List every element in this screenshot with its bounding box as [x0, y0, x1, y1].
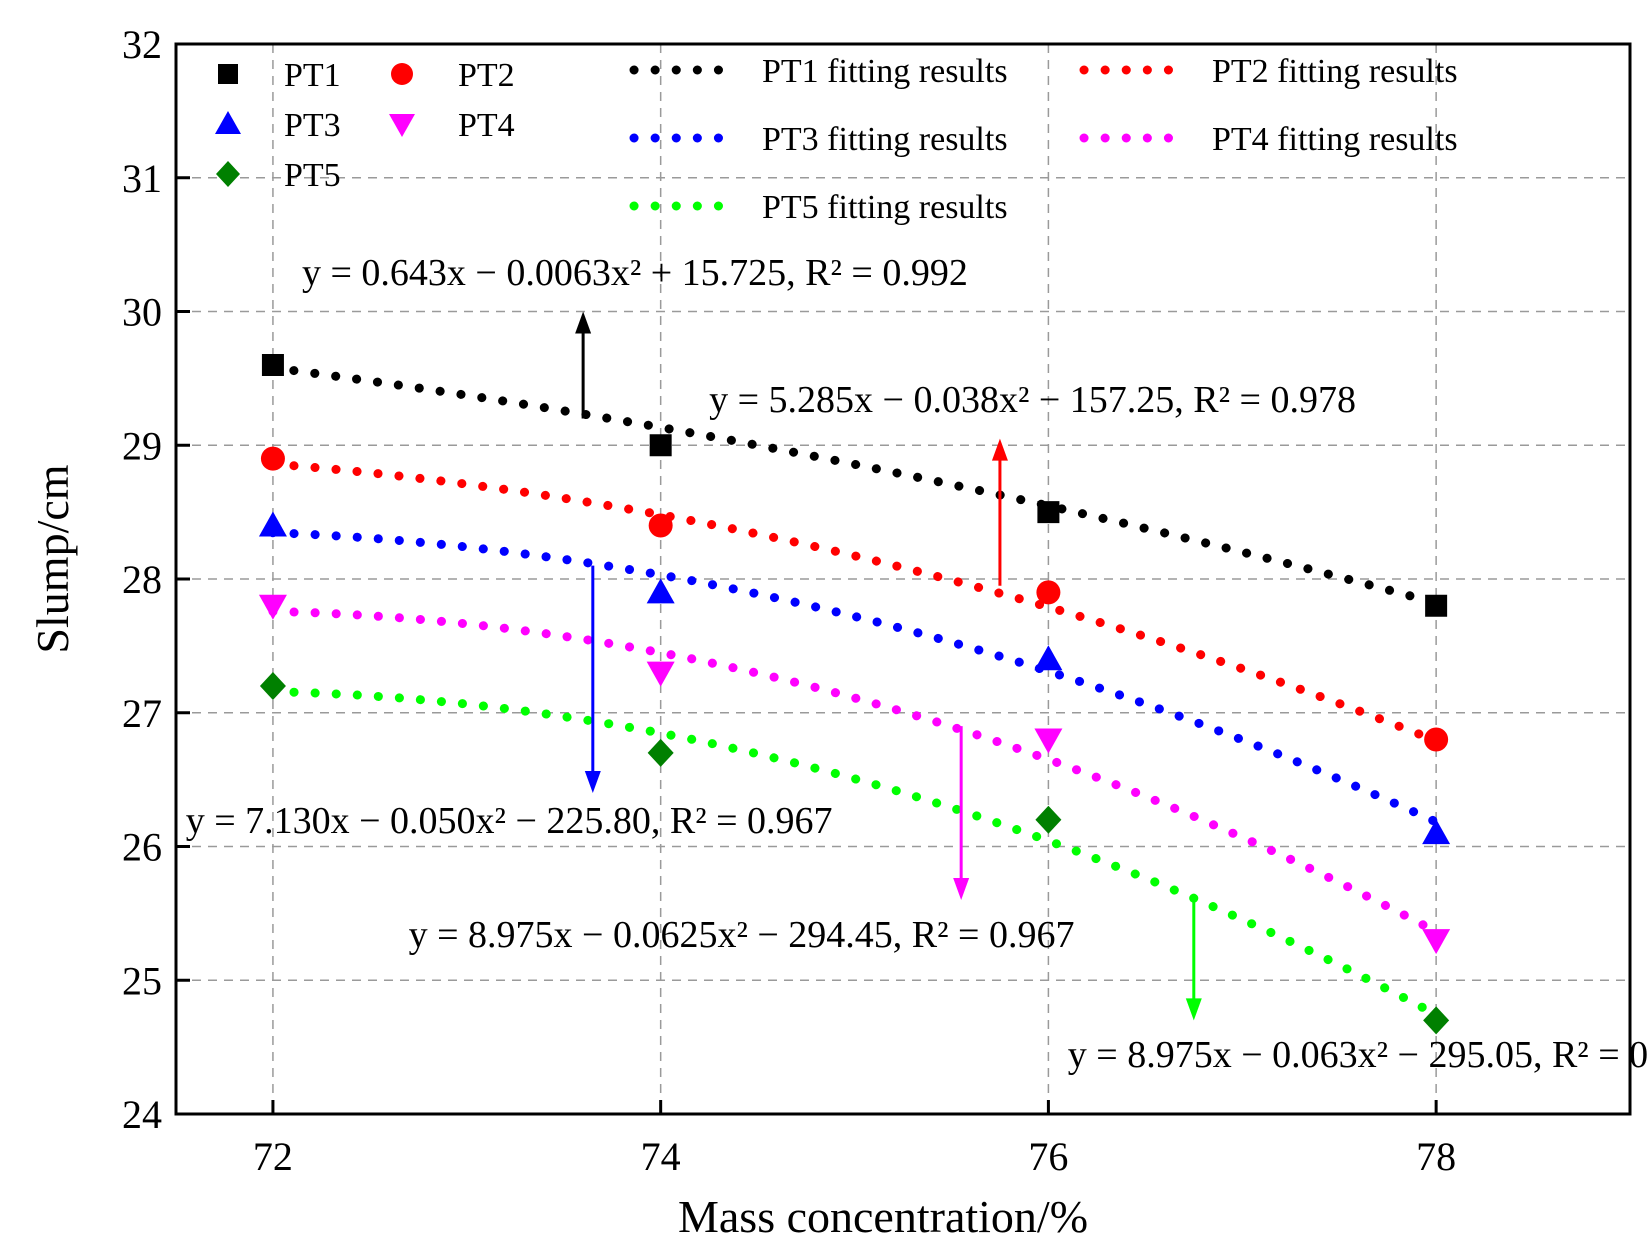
point-pt1: [261, 354, 284, 376]
point-pt2: [1036, 580, 1061, 605]
point-pt5: [259, 672, 286, 700]
arrow-head-pt2: [991, 438, 1008, 461]
point-pt3: [258, 511, 287, 537]
point-pt3: [1422, 819, 1451, 845]
point-pt2: [260, 446, 285, 471]
legend-marker-pt3: [215, 111, 241, 134]
equation-pt3: y = 7.130x − 0.050x² − 225.80, R² = 0.96…: [186, 800, 833, 842]
legend-marker-pt4: [389, 114, 415, 137]
y-axis-label: Slump/cm: [27, 464, 78, 653]
legend-label-pt1: PT1: [284, 57, 341, 94]
arrow-head-pt4: [953, 878, 970, 900]
x-tick-label: 78: [1416, 1134, 1456, 1179]
fit-curves: [268, 363, 1441, 1020]
equation-pt2: y = 5.285x − 0.038x² − 157.25, R² = 0.97…: [709, 379, 1356, 421]
y-tick-label: 28: [122, 557, 162, 602]
x-tick-label: 72: [253, 1134, 293, 1179]
point-pt5: [647, 738, 674, 767]
equation-pt5: y = 8.975x − 0.063x² − 295.05, R² = 0.95…: [1068, 1034, 1648, 1076]
point-pt4: [1034, 728, 1063, 754]
legend-marker-pt1: [218, 64, 238, 84]
point-pt4: [258, 594, 287, 620]
fit-curve-pt2: [268, 459, 1441, 746]
annotation-arrows: [575, 311, 1202, 1021]
legend-label-pt2: PT2: [458, 57, 515, 94]
data-markers: [258, 354, 1451, 1035]
x-tick-label: 74: [641, 1134, 681, 1179]
point-pt1: [1037, 501, 1060, 524]
y-tick-label: 24: [122, 1092, 162, 1137]
fit-equations: y = 0.643x − 0.0063x² + 15.725, R² = 0.9…: [186, 252, 1648, 1076]
y-tick-label: 30: [122, 290, 162, 335]
fit-curve-pt1: [268, 363, 1441, 608]
y-tick-label: 27: [122, 691, 162, 736]
x-axis-label: Mass concentration/%: [678, 1191, 1088, 1242]
legend-fit-label-pt2: PT2 fitting results: [1212, 53, 1458, 90]
point-pt5: [1423, 1006, 1450, 1035]
point-pt3: [646, 578, 675, 604]
legend-fit-label-pt5: PT5 fitting results: [762, 189, 1008, 226]
point-pt5: [1035, 805, 1062, 834]
legend-fit-label-pt4: PT4 fitting results: [1212, 121, 1458, 158]
axes: 72 74 76 78 24 25 26 27 28 29 30 31 32: [122, 22, 1456, 1179]
point-pt2: [1424, 727, 1449, 752]
point-pt1: [1425, 594, 1448, 617]
y-tick-label: 26: [122, 825, 162, 870]
y-tick-label: 31: [122, 156, 162, 201]
legend: PT1 PT2 PT3 PT4 PT5 PT1 fitting results PT2 fi…: [215, 53, 1458, 226]
legend-label-pt3: PT3: [284, 107, 341, 144]
fit-curve-pt5: [268, 687, 1441, 1020]
y-tick-label: 32: [122, 22, 162, 67]
equation-pt4: y = 8.975x − 0.0625x² − 294.45, R² = 0.9…: [409, 914, 1075, 956]
y-tick-label: 29: [122, 423, 162, 468]
legend-marker-pt2: [391, 63, 413, 85]
fit-curve-pt4: [268, 607, 1441, 937]
legend-fit-label-pt3: PT3 fitting results: [762, 121, 1008, 158]
arrow-head-pt1: [575, 311, 592, 334]
legend-label-pt5: PT5: [284, 157, 341, 194]
point-pt3: [1034, 645, 1063, 671]
equation-pt1: y = 0.643x − 0.0063x² + 15.725, R² = 0.9…: [302, 252, 968, 294]
arrow-head-pt5: [1185, 998, 1202, 1021]
point-pt2: [648, 513, 673, 538]
x-tick-label: 76: [1028, 1134, 1068, 1179]
point-pt4: [1422, 929, 1451, 955]
legend-fit-label-pt1: PT1 fitting results: [762, 53, 1008, 90]
legend-marker-pt5: [216, 161, 240, 187]
arrow-head-pt3: [584, 771, 601, 793]
legend-label-pt4: PT4: [458, 107, 515, 144]
point-pt4: [646, 661, 675, 687]
fit-curve-pt3: [268, 528, 1441, 827]
point-pt1: [649, 434, 672, 457]
y-tick-label: 25: [122, 958, 162, 1003]
